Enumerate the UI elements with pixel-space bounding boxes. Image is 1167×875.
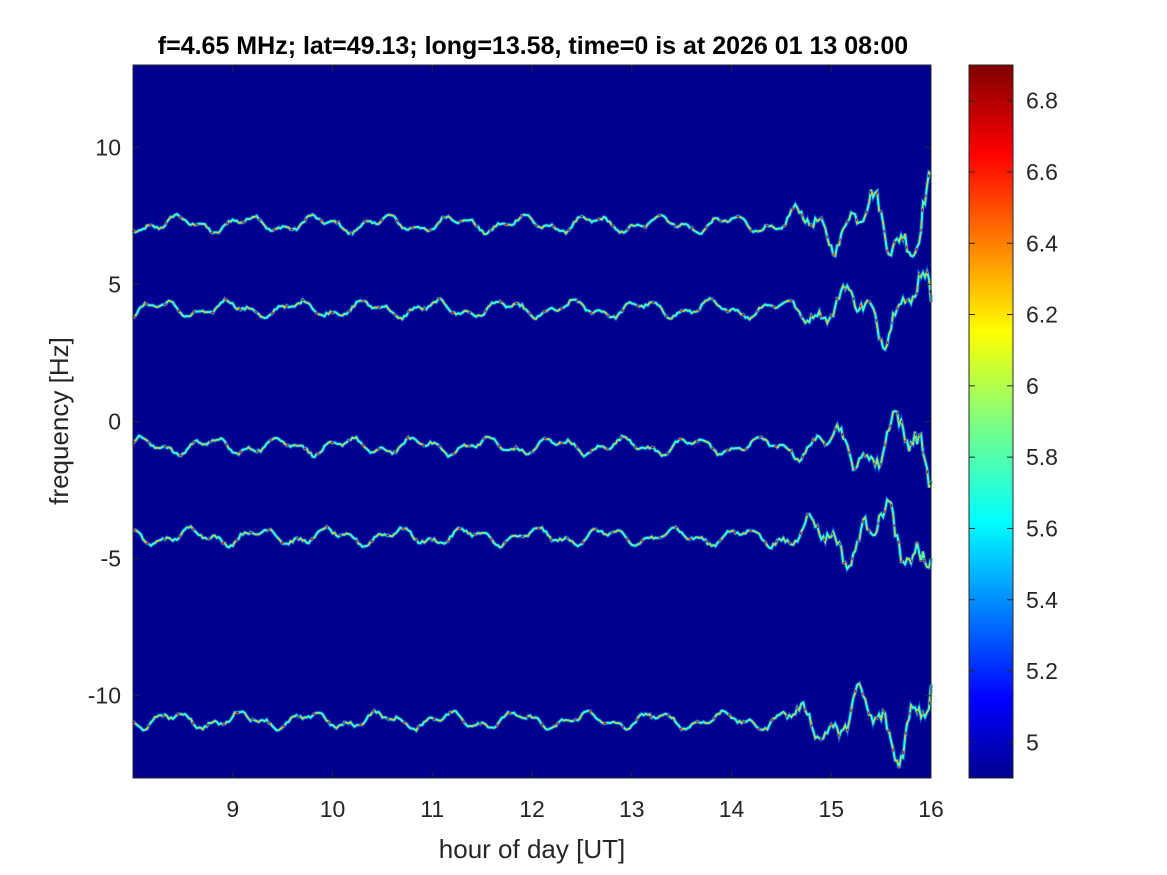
trace-layer (131, 168, 933, 769)
colorbar (968, 64, 1014, 779)
plot-area (133, 65, 931, 778)
colorbar-tick-label: 5.6 (1026, 515, 1058, 541)
trace-core (132, 171, 932, 257)
y-tick-label: 0 (108, 409, 121, 435)
x-tick-label: 14 (719, 796, 745, 822)
trace-core (132, 682, 932, 769)
y-tick-label: 10 (95, 134, 121, 160)
y-axis: 10 5 0 -5 -10 (88, 134, 931, 709)
trace-peak (132, 410, 932, 488)
colorbar-ticks: 6.8 6.6 6.4 6.2 6 5.8 5.6 5.4 5.2 5 (969, 88, 1058, 755)
colorbar-tick-label: 5.2 (1026, 658, 1058, 684)
x-axis-label: hour of day [UT] (439, 834, 625, 864)
colorbar-tick-label: 5.4 (1026, 587, 1058, 613)
x-tick-label: 11 (420, 796, 444, 822)
x-tick-label: 10 (320, 796, 346, 822)
y-tick-label: -5 (101, 546, 121, 572)
x-axis: 9 10 11 12 13 14 15 16 (226, 65, 944, 822)
y-tick-label: 5 (108, 271, 121, 297)
x-tick-label: 13 (619, 796, 645, 822)
colorbar-tick-label: 6.8 (1026, 88, 1058, 114)
y-axis-label: frequency [Hz] (44, 337, 74, 505)
chart-title: f=4.65 MHz; lat=49.13; long=13.58, time=… (158, 32, 908, 60)
colorbar-tick-label: 6.6 (1026, 159, 1058, 185)
x-tick-label: 15 (818, 796, 844, 822)
colorbar-tick-label: 6.2 (1026, 302, 1058, 328)
x-tick-label: 16 (918, 796, 944, 822)
colorbar-tick-label: 6 (1026, 373, 1039, 399)
colorbar-tick-label: 5 (1026, 729, 1039, 755)
x-tick-label: 9 (226, 796, 239, 822)
y-tick-label: -10 (88, 683, 121, 709)
colorbar-tick-label: 6.4 (1026, 230, 1058, 256)
trace-core (132, 269, 932, 351)
trace-line (132, 497, 932, 572)
x-tick-label: 12 (519, 796, 545, 822)
colorbar-tick-label: 5.8 (1026, 444, 1058, 470)
trace-core (132, 410, 932, 488)
